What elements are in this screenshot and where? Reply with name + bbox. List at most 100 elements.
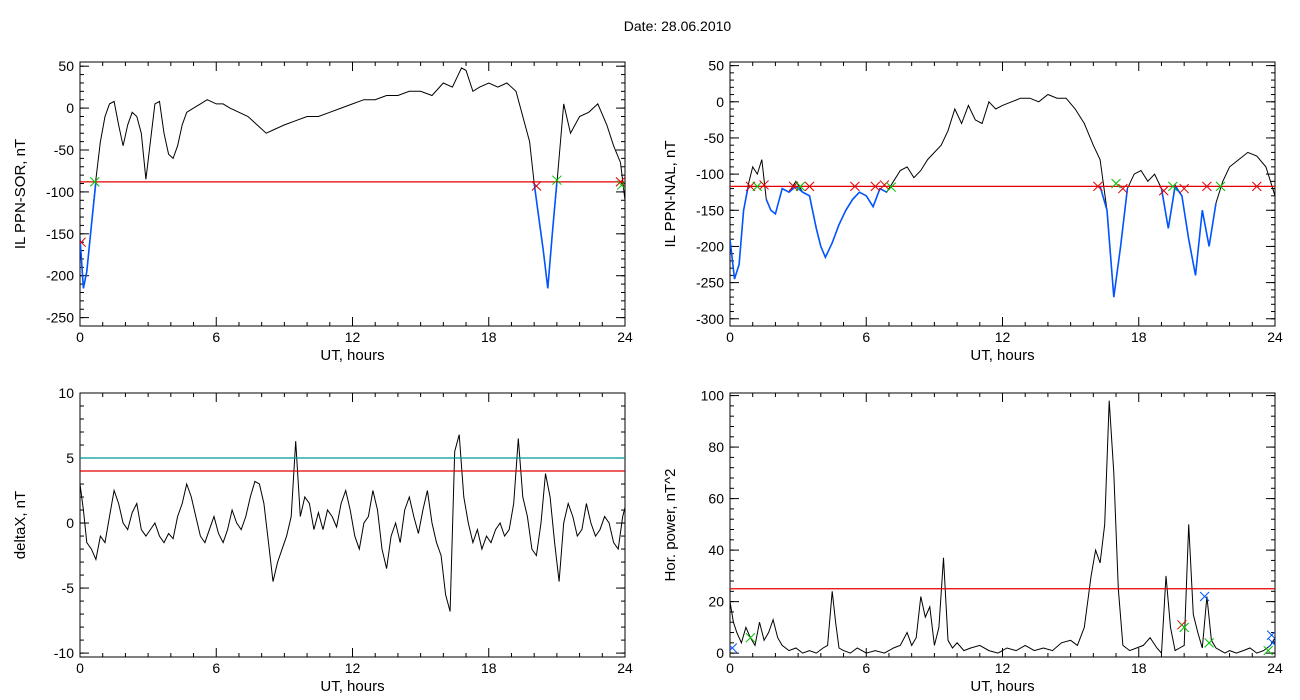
series-line <box>80 434 625 612</box>
y-tick-label: -150 <box>696 202 724 218</box>
y-tick-label: 0 <box>66 100 74 116</box>
plot-area <box>730 93 1275 298</box>
x-tick-label: 12 <box>995 329 1011 345</box>
plot-area <box>80 434 625 612</box>
plot-frame <box>729 392 1276 658</box>
y-axis-label: deltaX, nT <box>12 491 29 559</box>
x-tick-label: 0 <box>76 329 84 345</box>
highlight-segment <box>1099 186 1129 298</box>
x-tick-label: 18 <box>481 660 497 676</box>
marker-green <box>1215 181 1226 192</box>
x-axis-label: UT, hours <box>970 678 1034 695</box>
marker-green <box>89 176 100 187</box>
y-tick-label: -250 <box>696 275 724 291</box>
x-tick-label: 24 <box>617 329 633 345</box>
series-line <box>730 400 1275 655</box>
y-tick-label: -5 <box>62 580 75 596</box>
marker-red <box>745 181 756 192</box>
marker-red <box>870 181 881 192</box>
y-tick-label: 0 <box>716 645 724 661</box>
y-axis-label: IL PPN-SOR, nT <box>12 139 29 249</box>
marker-red <box>80 237 86 248</box>
marker-red <box>1251 181 1262 192</box>
marker-red <box>1202 181 1212 192</box>
x-tick-label: 24 <box>617 660 633 676</box>
y-tick-label: 100 <box>701 388 725 404</box>
page-title: Date: 28.06.2010 <box>623 18 732 34</box>
marker-red <box>1093 181 1103 192</box>
x-tick-label: 12 <box>345 329 361 345</box>
y-tick-label: 80 <box>708 439 724 455</box>
marker-red <box>1158 185 1169 196</box>
marker-red <box>1118 183 1128 194</box>
marker-red <box>615 176 625 187</box>
plot-area <box>80 67 625 289</box>
x-tick-label: 6 <box>212 329 220 345</box>
x-tick-label: 0 <box>726 660 734 676</box>
x-tick-label: 6 <box>862 660 870 676</box>
y-tick-label: -200 <box>696 238 724 254</box>
marker-red <box>804 181 815 192</box>
marker-red <box>850 181 860 192</box>
chart-deltax: 0 6 12 18 24 -10 -5 0 5 10 UT, hours deltaX, nT <box>12 385 633 695</box>
y-axis-label: Hor. power, nT^2 <box>662 469 679 582</box>
marker-green <box>552 175 562 186</box>
chart-il-ppn-nal: 0 6 12 18 24 -300 -250 -200 -150 -100 -50 0 50 UT, ho… <box>662 58 1283 364</box>
y-tick-label: -200 <box>46 268 74 284</box>
y-tick-label: -300 <box>696 311 724 327</box>
plot-frame <box>79 61 626 327</box>
x-tick-label: 18 <box>481 329 497 345</box>
x-tick-label: 18 <box>1131 329 1147 345</box>
marker-green <box>1167 181 1178 192</box>
y-tick-label: 0 <box>716 94 724 110</box>
x-tick-label: 0 <box>76 660 84 676</box>
x-tick-label: 6 <box>862 329 870 345</box>
marker-red <box>1179 183 1190 194</box>
marker-green <box>1179 622 1190 633</box>
y-tick-label: -50 <box>704 130 724 146</box>
chart-il-ppn-sor: 0 6 12 18 24 -250 -200 -150 -100 -50 0 50 UT, hours I… <box>12 58 633 364</box>
y-tick-label: -250 <box>46 310 74 326</box>
marker-green <box>1204 637 1214 648</box>
x-tick-label: 24 <box>1267 660 1283 676</box>
marker-green <box>1263 645 1274 656</box>
x-tick-label: 18 <box>1131 660 1147 676</box>
marker-red <box>788 181 799 192</box>
y-tick-label: 10 <box>58 385 74 401</box>
x-axis-label: UT, hours <box>320 347 384 364</box>
y-tick-label: -50 <box>54 142 74 158</box>
y-tick-label: 50 <box>708 58 724 74</box>
marker-blue <box>730 643 738 653</box>
plot-frame <box>729 61 1276 327</box>
x-axis-label: UT, hours <box>320 678 384 695</box>
y-tick-label: -100 <box>46 184 74 200</box>
marker-green <box>616 180 625 191</box>
marker-red <box>531 181 542 191</box>
x-tick-label: 6 <box>212 660 220 676</box>
x-axis-label: UT, hours <box>970 347 1034 364</box>
marker-blue <box>1267 637 1275 648</box>
plot-area <box>730 400 1275 656</box>
marker-red <box>759 180 769 190</box>
x-tick-label: 12 <box>345 660 361 676</box>
highlight-segment <box>1160 184 1217 276</box>
y-tick-label: -100 <box>696 166 724 182</box>
x-tick-label: 24 <box>1267 329 1283 345</box>
marker-green <box>886 182 897 192</box>
marker-blue <box>1199 591 1210 602</box>
y-tick-label: 60 <box>708 491 724 507</box>
chart-hor-power: 0 6 12 18 24 0 20 40 60 80 100 UT, hours Hor. power,… <box>662 388 1283 695</box>
highlight-segment <box>730 186 749 280</box>
x-tick-label: 12 <box>995 660 1011 676</box>
x-tick-label: 0 <box>726 329 734 345</box>
highlight-segment <box>80 181 97 289</box>
highlight-segment <box>765 185 888 260</box>
y-axis-label: IL PPN-NAL, nT <box>662 141 679 248</box>
y-tick-label: 0 <box>66 515 74 531</box>
marker-green <box>745 632 756 643</box>
y-tick-label: 40 <box>708 542 724 558</box>
y-tick-label: -10 <box>54 645 74 661</box>
y-tick-label: 20 <box>708 594 724 610</box>
marker-green <box>1111 178 1121 189</box>
